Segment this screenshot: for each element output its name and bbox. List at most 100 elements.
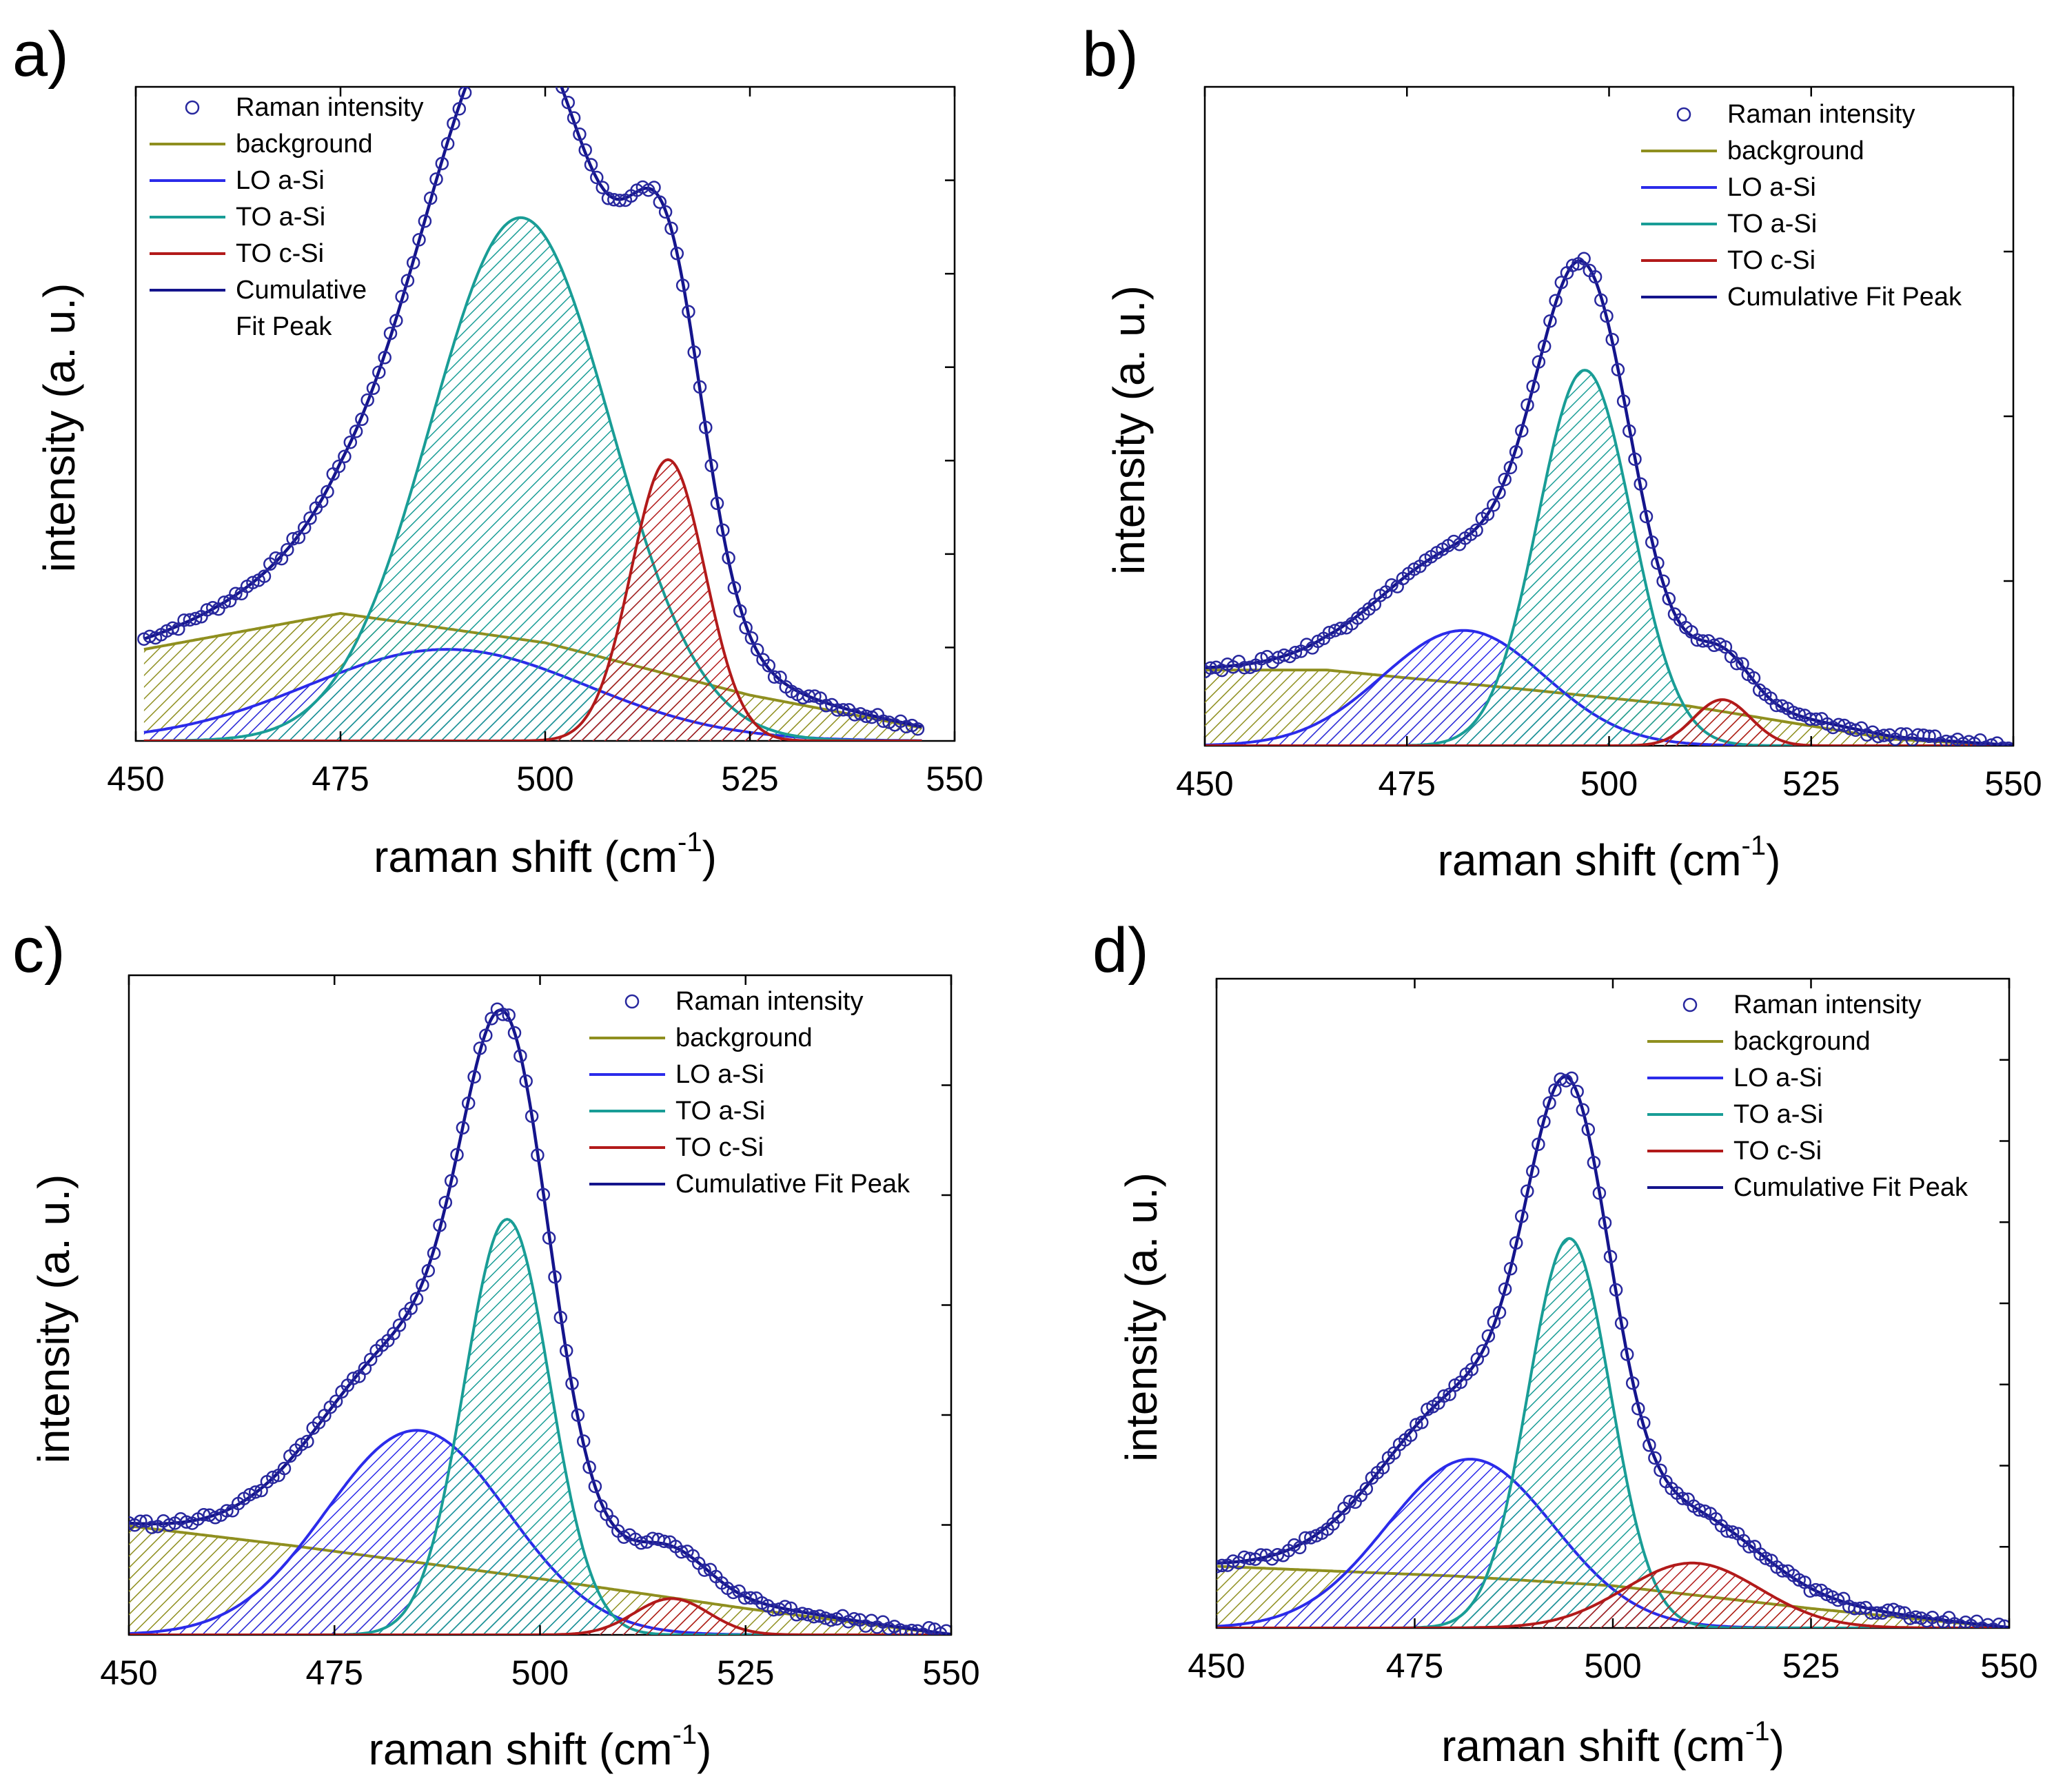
data-point	[1992, 1617, 2006, 1628]
data-point	[488, 25, 500, 37]
data-point	[699, 420, 713, 434]
data-point	[2002, 741, 2013, 746]
x-tick-label: 525	[1782, 764, 1840, 803]
data-point	[1498, 1282, 1512, 1296]
data-point	[1648, 1451, 1662, 1465]
data-point	[1849, 723, 1863, 737]
data-point	[528, 24, 540, 36]
panel-label: c)	[12, 915, 65, 986]
data-point	[1343, 1494, 1356, 1509]
data-point	[427, 1246, 441, 1261]
data-point	[392, 1318, 407, 1332]
data-point	[502, 1008, 516, 1022]
panel-label: b)	[1082, 19, 1139, 90]
data-point	[1481, 1329, 1496, 1343]
x-tick-label: 450	[100, 1653, 157, 1692]
data-point	[494, 17, 505, 29]
data-point	[378, 351, 391, 365]
data-point	[429, 172, 443, 186]
data-point	[1598, 1216, 1612, 1230]
data-point	[205, 601, 220, 615]
data-point	[674, 1545, 689, 1559]
data-point	[1526, 380, 1540, 394]
data-point	[513, 1049, 527, 1063]
data-point	[269, 551, 283, 565]
legend-label: background	[236, 130, 373, 159]
data-point	[1676, 1491, 1689, 1505]
data-point	[1565, 1071, 1578, 1086]
data-point	[876, 714, 891, 729]
data-point	[1217, 1558, 1229, 1573]
data-point	[1696, 634, 1710, 648]
data-point	[819, 699, 833, 713]
data-point	[824, 1613, 838, 1627]
to-a-si-fill	[1205, 370, 2013, 746]
y-axis-title: intensity (a. u.)	[1104, 285, 1154, 575]
data-point	[482, 28, 494, 40]
legend-label: Raman intensity	[236, 93, 423, 122]
data-point	[246, 576, 260, 589]
data-point	[1831, 717, 1846, 732]
data-point	[744, 1591, 757, 1605]
data-point	[698, 1563, 711, 1577]
data-point	[511, 7, 522, 19]
data-point	[406, 256, 420, 269]
data-point	[1628, 452, 1642, 466]
data-point	[1243, 660, 1257, 674]
data-point	[292, 530, 306, 544]
data-point	[540, 39, 551, 51]
x-tick-label: 500	[516, 760, 573, 798]
data-point	[438, 1195, 453, 1210]
data-point	[1637, 1416, 1651, 1430]
data-point	[559, 1343, 573, 1358]
data-point	[1465, 1363, 1479, 1376]
data-point	[188, 611, 203, 626]
data-point	[1605, 332, 1619, 347]
legend-label: TO a-Si	[1733, 1100, 1823, 1129]
data-point	[1587, 1156, 1601, 1170]
data-point	[573, 128, 587, 141]
data-point	[1359, 1482, 1374, 1496]
data-point	[1588, 269, 1603, 284]
data-point	[1469, 523, 1483, 538]
data-point	[1639, 509, 1654, 524]
data-point	[1931, 1616, 1945, 1628]
data-point	[545, 57, 557, 69]
raman-intensity-points	[1205, 252, 2013, 746]
data-point	[1853, 1601, 1867, 1616]
data-point	[567, 111, 581, 125]
data-point	[400, 274, 415, 287]
data-point	[1609, 1283, 1623, 1297]
data-point	[421, 1263, 436, 1278]
data-point	[904, 1623, 919, 1635]
data-point	[321, 485, 334, 499]
data-point	[657, 1534, 671, 1549]
data-point	[1334, 622, 1347, 635]
data-point	[416, 1278, 429, 1292]
panel-c: c) 450 475 500 525 550 raman shift (cm-1) inten…	[12, 915, 980, 1774]
data-point	[1922, 729, 1936, 744]
data-point	[1570, 1084, 1584, 1099]
data-point	[576, 1434, 591, 1448]
x-tick-label: 475	[1379, 764, 1436, 803]
x-tick-label: 450	[1176, 764, 1233, 803]
data-point	[744, 631, 759, 645]
data-point	[165, 621, 180, 635]
data-point	[1437, 1389, 1451, 1403]
data-point	[613, 194, 627, 207]
x-axis-title: raman shift (cm-1)	[1441, 1716, 1784, 1771]
data-point	[1990, 736, 2004, 746]
data-point	[1514, 1210, 1529, 1223]
data-point	[647, 181, 661, 194]
data-point	[1520, 1184, 1534, 1199]
data-point	[1549, 294, 1563, 307]
data-point	[1492, 486, 1506, 500]
data-point	[1537, 1114, 1551, 1129]
data-point	[773, 671, 787, 684]
data-point	[1730, 656, 1744, 671]
data-point	[1543, 1096, 1556, 1110]
data-point	[507, 1026, 522, 1040]
x-tick-label: 550	[926, 760, 983, 798]
to-a-si-line	[129, 1218, 951, 1635]
data-point	[1515, 424, 1529, 438]
